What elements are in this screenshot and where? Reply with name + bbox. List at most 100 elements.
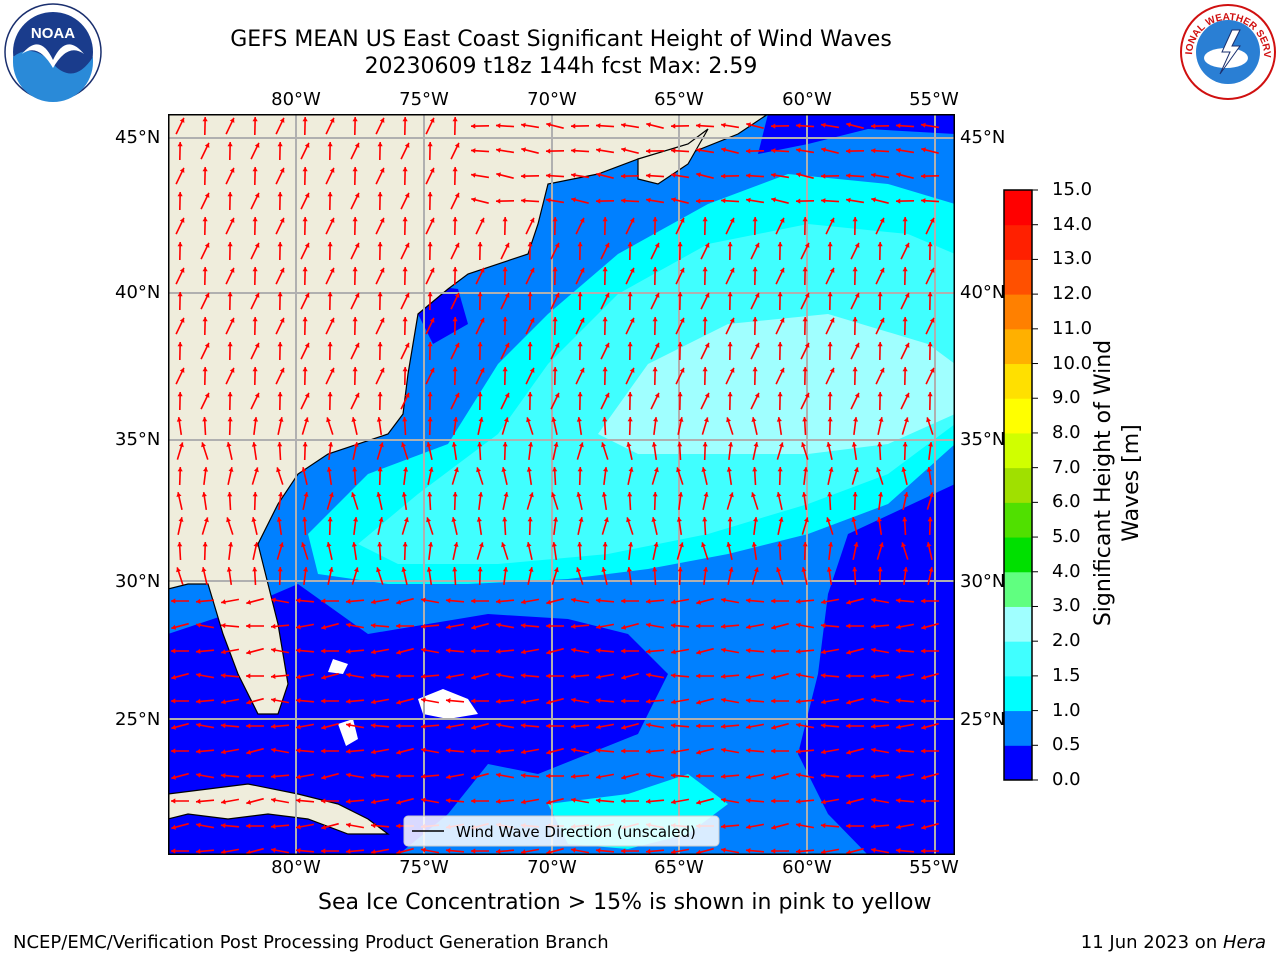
wave-arrow-head (626, 442, 632, 447)
wave-arrow-head (829, 267, 835, 273)
wave-arrow-head (404, 192, 410, 198)
wave-arrow-head (446, 598, 451, 604)
wave-arrow-head (721, 597, 726, 603)
wave-arrow-head (278, 492, 284, 497)
wave-arrow-head (877, 442, 883, 447)
wave-arrow-head (227, 242, 233, 247)
cuba-land (168, 783, 390, 835)
wave-arrow-head (179, 217, 185, 223)
wave-arrow-head (771, 748, 776, 754)
wave-arrow-head (546, 173, 551, 179)
wave-arrow-head (696, 198, 701, 204)
wave-arrow-head (402, 217, 408, 222)
wave-arrow-head (271, 697, 276, 703)
wave-arrow-head (821, 147, 826, 153)
wave-arrow-head (179, 167, 185, 173)
wave-arrow-head (751, 542, 757, 547)
wave-arrow-head (351, 417, 357, 422)
wave-arrow-head (852, 567, 858, 572)
wave-arrow-head (196, 598, 201, 604)
nws-logo: NATIONAL WEATHER SERVICE (1178, 2, 1276, 100)
wave-arrow-head (829, 367, 835, 373)
wave-arrow-head (704, 292, 710, 298)
wave-arrow-head (596, 848, 601, 854)
wave-arrow-head (346, 598, 351, 604)
wave-arrow-head (377, 342, 383, 347)
wave-arrow-head (301, 467, 307, 472)
wave-arrow-head (871, 823, 876, 829)
wave-arrow-head (402, 367, 408, 372)
wave-arrow-head (428, 467, 434, 472)
wave-arrow-head (804, 292, 810, 298)
wave-arrow-head (521, 673, 526, 679)
wave-arrow-head (454, 142, 460, 148)
wave-arrow-head (877, 392, 883, 397)
wave-arrow-head (621, 198, 626, 204)
wave-arrow-head (902, 367, 908, 372)
wave-arrow-head (302, 367, 308, 372)
wave-arrow-head (551, 492, 556, 498)
wave-arrow-head (446, 798, 451, 804)
wave-arrow-head (879, 217, 885, 223)
wave-arrow-head (352, 117, 358, 122)
colorbar-swatch (1004, 398, 1032, 434)
credit-text: NCEP/EMC/Verification Post Processing Pr… (13, 932, 609, 953)
wave-arrow-head (501, 542, 506, 548)
wave-arrow-head (546, 148, 551, 154)
wave-arrow-head (546, 623, 551, 629)
wave-arrow-head (296, 848, 301, 854)
wave-arrow-head (271, 673, 276, 679)
wave-arrow-head (302, 167, 308, 172)
wave-arrow-head (479, 367, 485, 373)
wave-arrow-head (704, 242, 710, 248)
wave-arrow-head (404, 242, 410, 248)
colorbar-swatch (1004, 502, 1032, 538)
wave-arrow-head (577, 542, 583, 547)
wave-arrow-head (702, 367, 708, 372)
wave-arrow-head (446, 648, 451, 654)
wave-arrow-head (771, 824, 777, 830)
wave-arrow-head (679, 367, 685, 373)
wave-arrow-head (929, 317, 935, 323)
colorbar-swatch (1004, 224, 1032, 260)
wave-arrow-head (851, 517, 857, 522)
wave-arrow-head (177, 342, 183, 347)
wave-arrow-head (878, 492, 884, 497)
wave-arrow-head (396, 673, 401, 679)
wave-arrow-head (227, 492, 233, 497)
wave-arrow-head (321, 624, 327, 630)
wave-arrow-head (479, 267, 485, 273)
wave-arrow-head (296, 698, 301, 704)
lon-label-top-80w: 80°W (271, 89, 321, 110)
wave-arrow-head (221, 723, 226, 729)
wave-arrow-head (177, 192, 183, 197)
wave-arrow-head (201, 492, 207, 497)
wave-arrow-head (927, 517, 933, 522)
wave-arrow-head (646, 598, 651, 604)
wave-arrow-head (821, 723, 826, 729)
wave-arrow-head (596, 774, 601, 780)
wave-arrow-head (629, 267, 635, 273)
wave-arrow-head (571, 797, 576, 803)
wave-arrow-head (546, 673, 551, 679)
wave-arrow-head (321, 598, 326, 604)
wave-arrow-head (471, 698, 476, 704)
wave-arrow-head (279, 317, 285, 323)
wave-arrow-head (903, 417, 909, 423)
wave-arrow-head (521, 122, 526, 128)
wave-arrow-head (271, 847, 276, 853)
wave-arrow-head (846, 699, 852, 705)
wave-arrow-head (502, 217, 508, 222)
wave-arrow-head (296, 674, 301, 680)
wave-arrow-head (352, 267, 358, 272)
wave-arrow-head (796, 672, 801, 678)
wave-arrow-head (246, 649, 252, 655)
wave-arrow-head (826, 567, 832, 572)
lon-label-top-65w: 65°W (654, 89, 704, 110)
wave-arrow-head (477, 442, 483, 447)
wave-arrow-head (254, 142, 260, 148)
wave-arrow-head (421, 623, 426, 629)
wave-arrow-head (352, 167, 358, 172)
wave-arrow-head (801, 442, 806, 448)
wave-arrow-head (503, 417, 509, 423)
